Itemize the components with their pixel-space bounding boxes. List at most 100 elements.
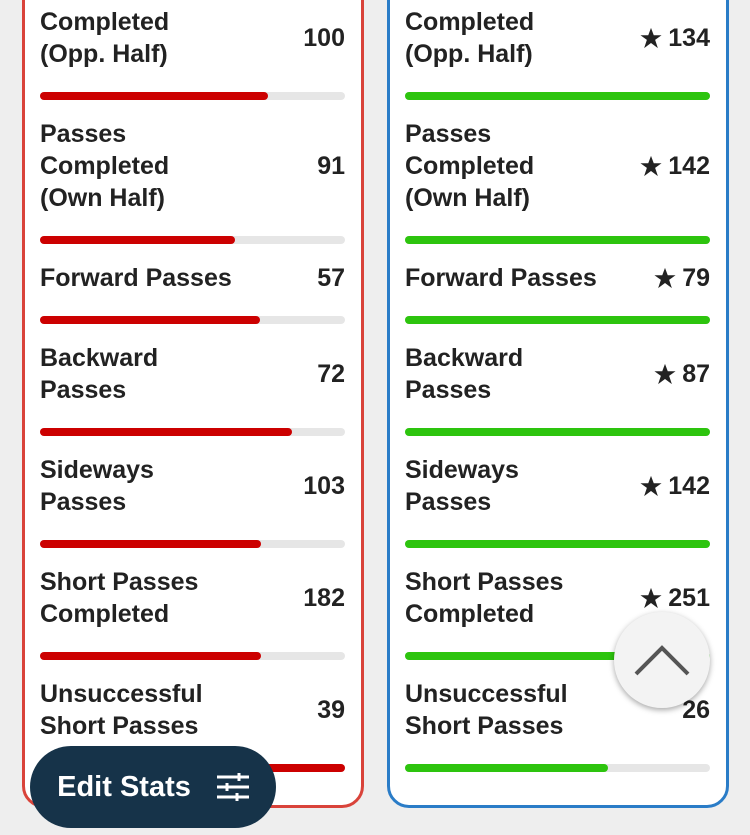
- star-icon: [640, 475, 662, 497]
- bar-track: [405, 92, 710, 100]
- stat-row: Short Passes Completed 251: [405, 548, 710, 660]
- stat-label-line: Sideways: [40, 456, 154, 484]
- bar-fill: [405, 652, 710, 660]
- stat-label-line: Short Passes: [40, 568, 199, 596]
- stat-label-line: Passes: [405, 120, 492, 148]
- stat-value-box: 134: [640, 24, 710, 53]
- bar-fill: [40, 540, 262, 548]
- stat-value-box: 57: [317, 264, 345, 293]
- bar-fill: [405, 92, 710, 100]
- stat-value-box: 91: [317, 152, 345, 181]
- stat-head: Passes Completed (Own Half) 91: [40, 118, 345, 214]
- stat-head: Completed (Opp. Half) 100: [40, 6, 345, 70]
- bar-track: [405, 652, 710, 660]
- stat-label-line: Short Passes: [405, 712, 564, 740]
- stat-label-line: Completed: [40, 8, 170, 36]
- stat-label-line: (Own Half): [40, 184, 165, 212]
- stat-label-line: Completed: [405, 8, 535, 36]
- chevron-up-icon: [634, 645, 690, 676]
- stat-value: 182: [303, 583, 345, 612]
- sliders-icon: [216, 773, 249, 801]
- bar-fill: [40, 236, 236, 244]
- stat-value-box: 103: [303, 472, 345, 501]
- stat-value: 134: [668, 23, 710, 52]
- stat-head: Forward Passes 57: [40, 262, 345, 294]
- stat-label-line: Completed: [405, 600, 535, 628]
- bar-fill: [40, 652, 262, 660]
- stat-row: Backward Passes 72: [40, 324, 345, 436]
- stat-label-line: Completed: [40, 152, 170, 180]
- bar-track: [405, 236, 710, 244]
- bar-fill: [40, 428, 293, 436]
- stat-label: Backward Passes: [405, 342, 523, 406]
- stat-label-line: (Own Half): [405, 184, 530, 212]
- stat-row: Backward Passes 87: [405, 324, 710, 436]
- bar-track: [405, 764, 710, 772]
- stat-value: 100: [303, 23, 345, 52]
- bar-fill: [40, 92, 268, 100]
- stat-head: Sideways Passes 142: [405, 454, 710, 518]
- stat-head: Unsuccessful Short Passes 39: [40, 678, 345, 742]
- stat-label-line: Unsuccessful: [40, 680, 203, 708]
- bar-track: [40, 236, 345, 244]
- stat-head: Unsuccessful Short Passes 26: [405, 678, 710, 742]
- stat-value: 87: [682, 359, 710, 388]
- stat-value-box: 87: [654, 360, 710, 389]
- stat-label-line: Short Passes: [405, 568, 564, 596]
- stat-label: Sideways Passes: [40, 454, 154, 518]
- stat-row: Sideways Passes 142: [405, 436, 710, 548]
- stat-label-line: Passes: [405, 488, 492, 516]
- bar-fill: [405, 764, 609, 772]
- stat-label: Completed (Opp. Half): [40, 6, 169, 70]
- stat-head: Sideways Passes 103: [40, 454, 345, 518]
- stat-label-line: Backward: [40, 344, 159, 372]
- stat-value-box: 39: [317, 696, 345, 725]
- stat-label: Passes Completed (Own Half): [405, 118, 534, 214]
- stat-value: 251: [668, 583, 710, 612]
- stat-value-box: 72: [317, 360, 345, 389]
- bar-fill: [405, 236, 710, 244]
- scroll-up-button[interactable]: [614, 612, 710, 708]
- bar-track: [40, 428, 345, 436]
- stat-value: 79: [682, 263, 710, 292]
- stat-label: Unsuccessful Short Passes: [40, 678, 203, 742]
- home-card: [22, 0, 364, 808]
- home-rows: Completed (Opp. Half) 100 Passes Completed (O…: [40, 0, 345, 772]
- stat-row: Completed (Opp. Half) 100: [40, 0, 345, 100]
- stat-label: Short Passes Completed: [40, 566, 198, 630]
- stat-row: Short Passes Completed 182: [40, 548, 345, 660]
- stat-value-box: 251: [640, 584, 710, 613]
- bar-track: [40, 652, 345, 660]
- stat-label-line: Completed: [405, 152, 535, 180]
- stat-label-line: Forward Passes: [405, 264, 597, 292]
- stat-head: Forward Passes 79: [405, 262, 710, 294]
- stat-head: Completed (Opp. Half) 134: [405, 6, 710, 70]
- bar-track: [405, 316, 710, 324]
- stat-label-line: Forward Passes: [40, 264, 232, 292]
- bar-fill: [40, 316, 261, 324]
- stat-value: 103: [303, 471, 345, 500]
- star-icon: [654, 363, 676, 385]
- stat-row: Passes Completed (Own Half) 91: [40, 100, 345, 244]
- stat-head: Passes Completed (Own Half) 142: [405, 118, 710, 214]
- stat-row: Forward Passes 57: [40, 244, 345, 324]
- star-icon: [640, 155, 662, 177]
- stat-value-box: 100: [303, 24, 345, 53]
- stat-label-line: Passes: [40, 488, 127, 516]
- stat-value-box: 182: [303, 584, 345, 613]
- stat-label-line: Completed: [40, 600, 170, 628]
- stat-label: Sideways Passes: [405, 454, 519, 518]
- stat-label-line: (Opp. Half): [40, 40, 168, 68]
- stat-head: Short Passes Completed 251: [405, 566, 710, 630]
- stat-value-box: 79: [654, 264, 710, 293]
- stat-value-box: 142: [640, 152, 710, 181]
- edit-stats-button[interactable]: Edit Stats: [30, 746, 276, 828]
- stat-head: Short Passes Completed 182: [40, 566, 345, 630]
- stat-value: 142: [668, 151, 710, 180]
- stat-value-box: 142: [640, 472, 710, 501]
- stat-head: Backward Passes 87: [405, 342, 710, 406]
- bar-fill: [405, 316, 710, 324]
- stat-label: Passes Completed (Own Half): [40, 118, 169, 214]
- star-icon: [640, 587, 662, 609]
